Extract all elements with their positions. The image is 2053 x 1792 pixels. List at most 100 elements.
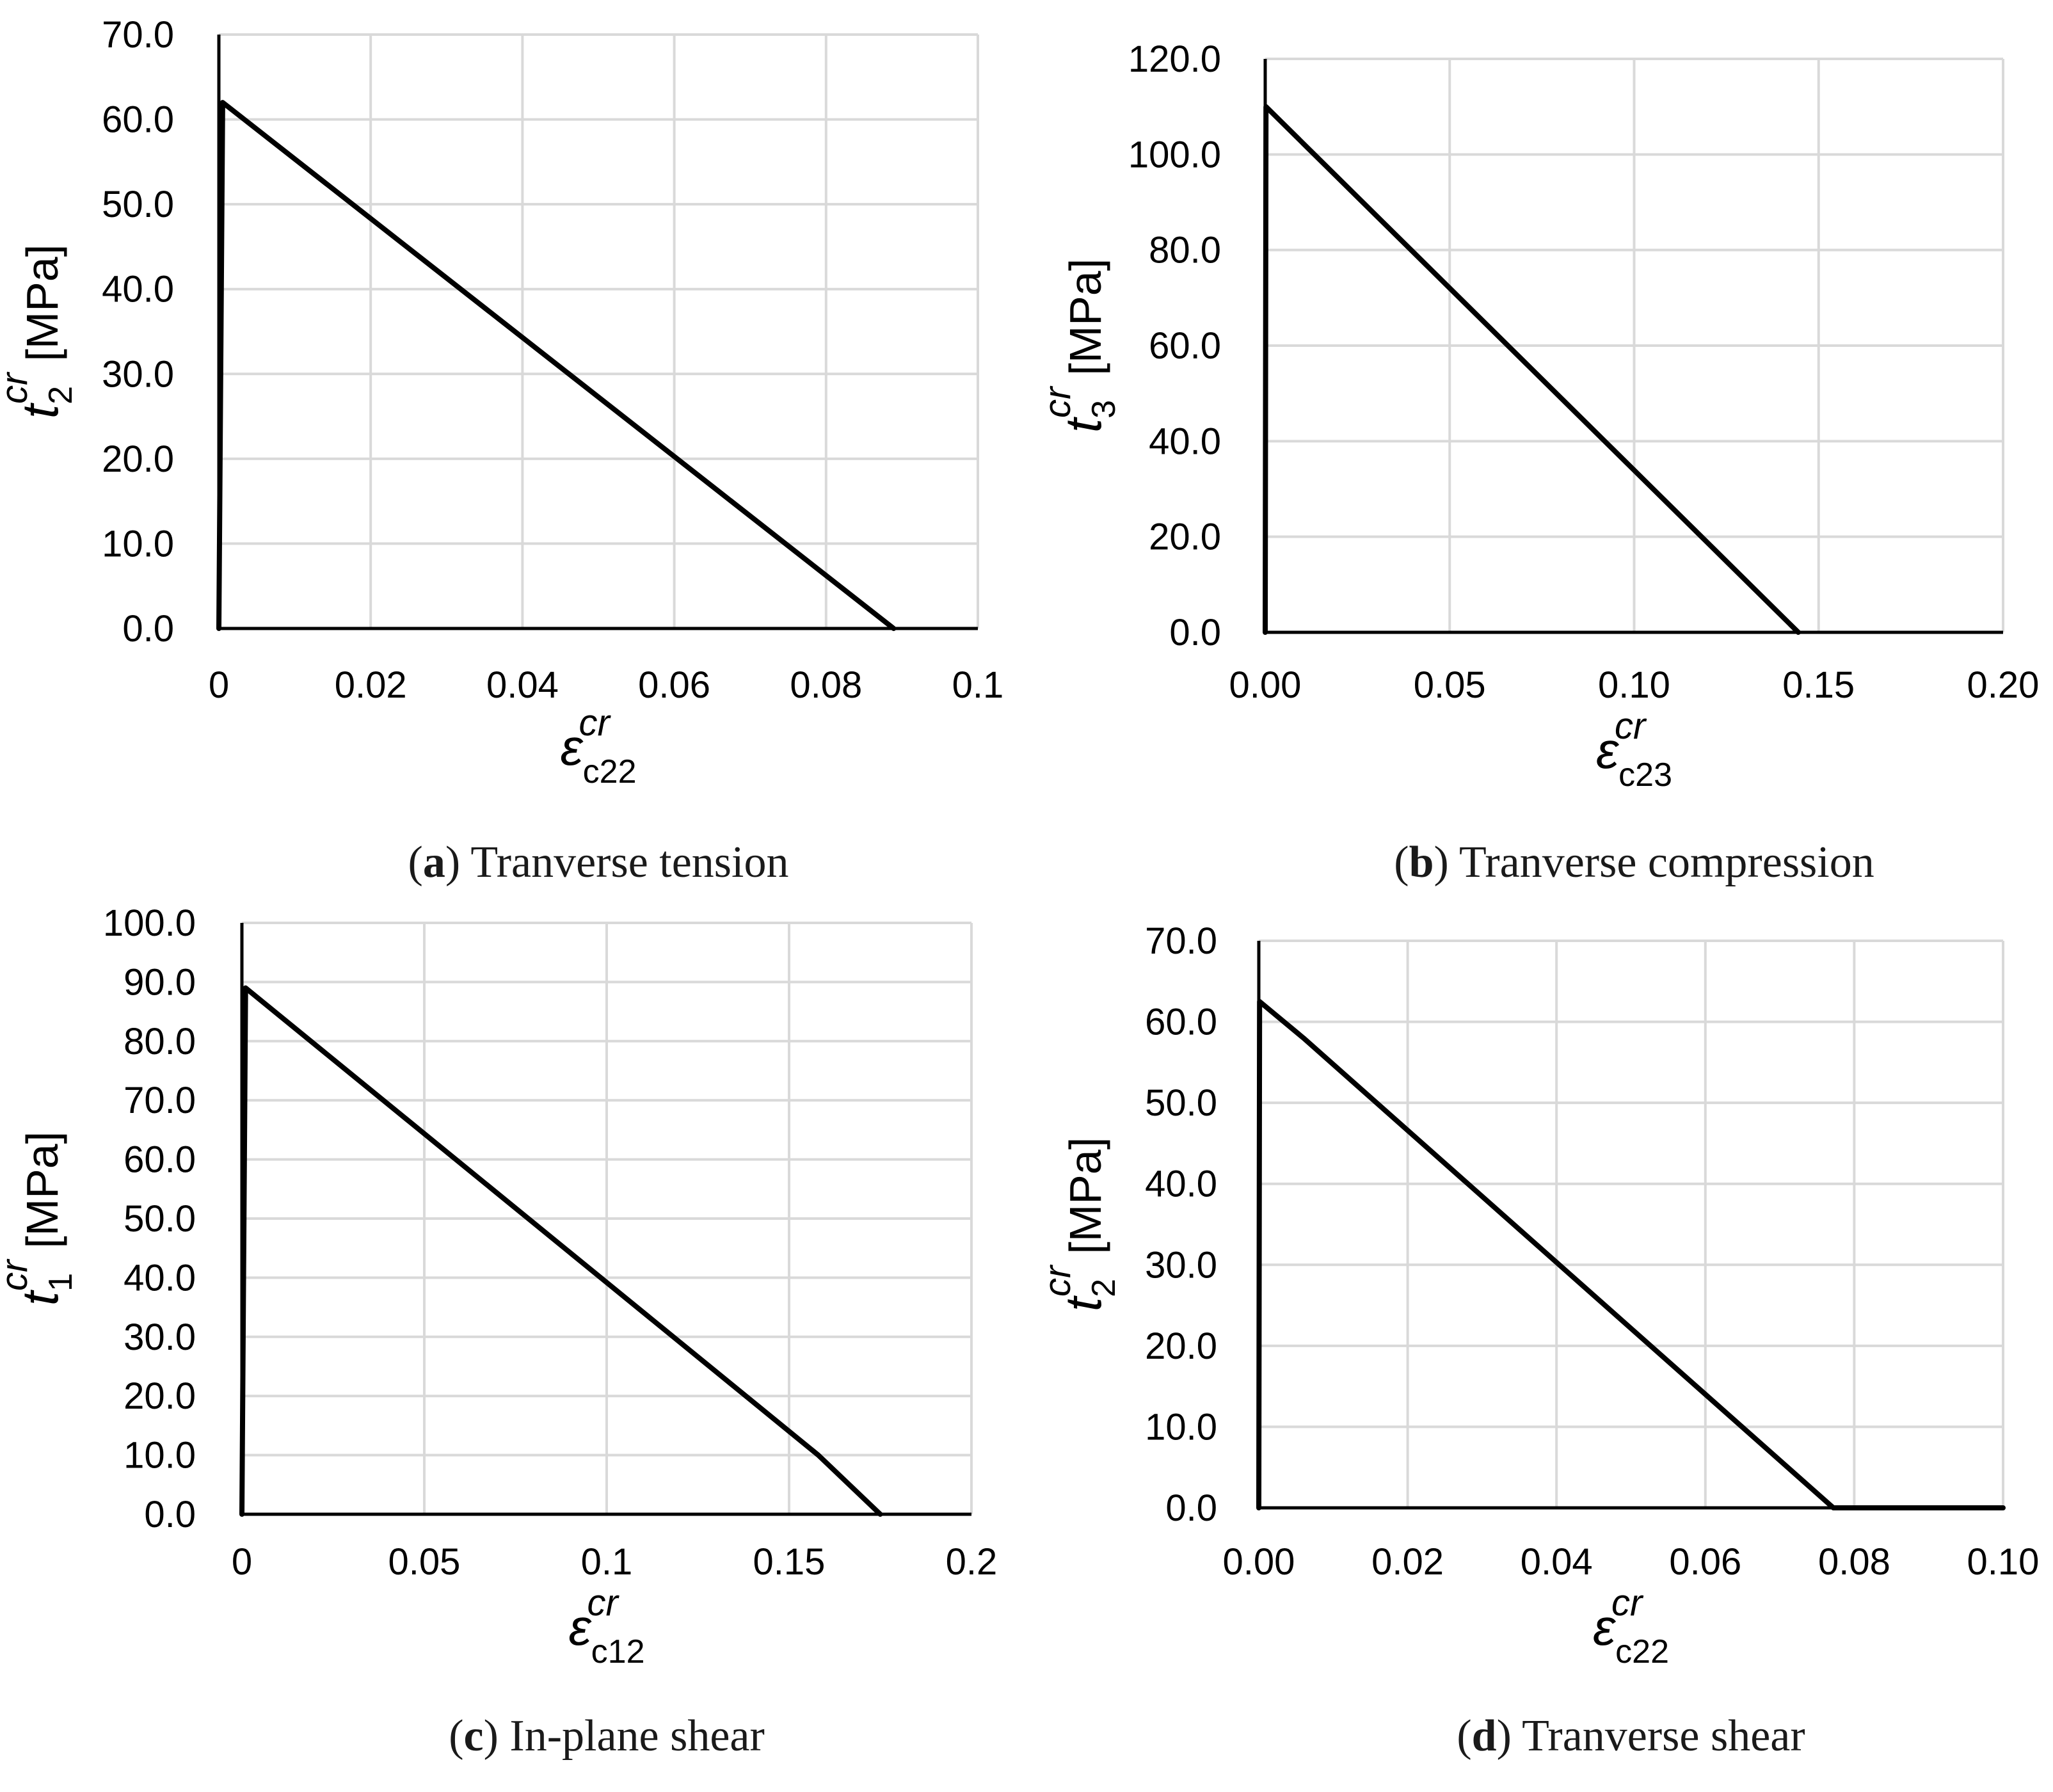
x-axis-label: εc12 cr (569, 1582, 645, 1670)
y-tick-label: 40.0 (1149, 420, 1221, 462)
x-tick-label: 0.02 (335, 664, 407, 706)
caption-text: In-plane shear (509, 1711, 764, 1761)
y-tick-label: 20.0 (124, 1375, 196, 1417)
y-tick-label: 30.0 (102, 353, 174, 395)
y-tick-label: 20.0 (1149, 516, 1221, 558)
x-axis-symbol: ε (569, 1599, 593, 1656)
y-axis-label: t2 cr [MPa] (1037, 1137, 1122, 1311)
caption-letter: b (1409, 838, 1434, 887)
y-axis-superscript: cr (1037, 1264, 1078, 1297)
caption-text: Tranverse tension (470, 838, 788, 887)
y-tick-label: 80.0 (1149, 230, 1221, 271)
y-tick-label: 100.0 (103, 902, 196, 944)
y-tick-label: 50.0 (1145, 1082, 1217, 1124)
y-tick-label: 120.0 (1128, 38, 1221, 80)
figure-caption: (b) Tranverse compression (1394, 838, 1874, 887)
x-tick-label: 0.2 (946, 1541, 998, 1583)
y-axis-superscript: cr (1037, 385, 1078, 418)
y-tick-label: 40.0 (102, 269, 174, 310)
y-axis-label: t2 cr [MPa] (0, 244, 79, 419)
y-tick-label: 10.0 (1145, 1406, 1217, 1448)
x-tick-label: 0.08 (790, 664, 862, 706)
x-axis-subscript: c22 (583, 753, 637, 790)
x-tick-label: 0.00 (1229, 664, 1302, 706)
y-tick-label: 20.0 (102, 438, 174, 480)
x-axis-label: εc22 cr (1593, 1582, 1669, 1670)
y-axis-superscript: cr (0, 371, 35, 404)
y-axis-symbol: t (12, 1290, 68, 1306)
chart-panel-b: 0.0 20.0 40.0 60.0 80.0 100.0 120.0 0.00 0.05 0.1… (1037, 38, 2039, 887)
y-tick-label: 60.0 (124, 1139, 196, 1181)
y-tick-label: 100.0 (1128, 134, 1221, 175)
y-tick-label: 0.0 (144, 1494, 196, 1535)
y-tick-label: 10.0 (124, 1435, 196, 1476)
y-axis-unit: [MPa] (1060, 1137, 1110, 1254)
caption-text: Tranverse compression (1459, 838, 1874, 887)
x-tick-label: 0.06 (1669, 1541, 1741, 1583)
y-tick-label: 10.0 (102, 523, 174, 564)
y-axis-subscript: 2 (1085, 1279, 1122, 1297)
series-line-traction-separation (216, 100, 897, 631)
y-axis-unit: [MPa] (17, 1132, 67, 1249)
x-tick-label: 0.10 (1967, 1541, 2040, 1583)
figure-caption: (d) Tranverse shear (1457, 1711, 1805, 1761)
y-axis-unit: [MPa] (17, 244, 67, 362)
x-tick-label: 0.20 (1967, 664, 2040, 706)
series-line-traction-separation (1263, 104, 1801, 635)
figure-caption: (c) In-plane shear (449, 1711, 765, 1761)
x-axis-label: εc23 cr (1596, 705, 1672, 794)
x-axis-subscript: c12 (591, 1633, 645, 1670)
figure-caption: (a) Tranverse tension (408, 838, 789, 887)
chart-panel-d: 0.0 10.0 20.0 30.0 40.0 50.0 60.0 70.0 0.00 0.02 0… (1037, 920, 2039, 1761)
y-axis-subscript: 1 (42, 1273, 79, 1292)
x-tick-label: 0 (232, 1541, 252, 1583)
y-tick-label: 30.0 (1145, 1244, 1217, 1286)
y-tick-label: 70.0 (1145, 920, 1217, 962)
x-tick-label: 0.15 (753, 1541, 826, 1583)
x-axis-subscript: c23 (1618, 756, 1672, 794)
y-axis-subscript: 2 (42, 386, 79, 404)
x-tick-label: 0.1 (581, 1541, 633, 1583)
y-tick-label: 0.0 (122, 608, 174, 650)
x-axis-subscript: c22 (1615, 1633, 1669, 1670)
y-tick-label: 50.0 (102, 184, 174, 225)
x-tick-label: 0.00 (1223, 1541, 1295, 1583)
y-tick-label: 40.0 (1145, 1164, 1217, 1205)
x-axis-label: εc22 cr (561, 702, 637, 790)
x-tick-label: 0.04 (1521, 1541, 1593, 1583)
caption-text: Tranverse shear (1522, 1711, 1805, 1761)
y-axis-superscript: cr (0, 1258, 35, 1291)
x-tick-label: 0.06 (638, 664, 710, 706)
series-line-traction-separation (239, 985, 883, 1517)
y-axis-symbol: t (12, 403, 68, 419)
chart-panel-c: 0.0 10.0 20.0 30.0 40.0 50.0 60.0 70.0 80.0 90.0 1… (0, 902, 997, 1761)
series-line-traction-separation (1256, 998, 2006, 1510)
x-tick-label: 0.10 (1598, 664, 1670, 706)
chart-panel-a: 0.0 10.0 20.0 30.0 40.0 50.0 60.0 70.0 0 0.02 0.04… (0, 14, 1003, 887)
x-axis-superscript: cr (579, 702, 612, 744)
y-tick-label: 70.0 (124, 1080, 196, 1121)
y-tick-label: 70.0 (102, 14, 174, 56)
y-axis-unit: [MPa] (1060, 259, 1110, 376)
x-tick-label: 0.08 (1818, 1541, 1890, 1583)
y-tick-label: 0.0 (1169, 612, 1221, 653)
y-axis-label: t3 cr [MPa] (1037, 259, 1122, 433)
caption-letter: d (1472, 1711, 1497, 1761)
x-tick-label: 0.04 (486, 664, 559, 706)
y-axis-subscript: 3 (1085, 400, 1122, 419)
x-axis-symbol: ε (1593, 1599, 1617, 1656)
x-tick-label: 0 (209, 664, 229, 706)
y-tick-label: 90.0 (124, 961, 196, 1003)
y-tick-label: 60.0 (1145, 1002, 1217, 1043)
y-tick-label: 40.0 (124, 1257, 196, 1299)
x-axis-symbol: ε (1596, 722, 1620, 779)
y-axis-symbol: t (1055, 417, 1112, 433)
x-axis-symbol: ε (561, 719, 584, 776)
x-tick-label: 0.05 (1414, 664, 1486, 706)
y-axis-symbol: t (1055, 1295, 1112, 1311)
caption-letter: c (464, 1711, 484, 1761)
y-tick-label: 50.0 (124, 1198, 196, 1240)
x-axis-superscript: cr (1615, 705, 1647, 747)
x-axis-superscript: cr (1611, 1582, 1644, 1624)
